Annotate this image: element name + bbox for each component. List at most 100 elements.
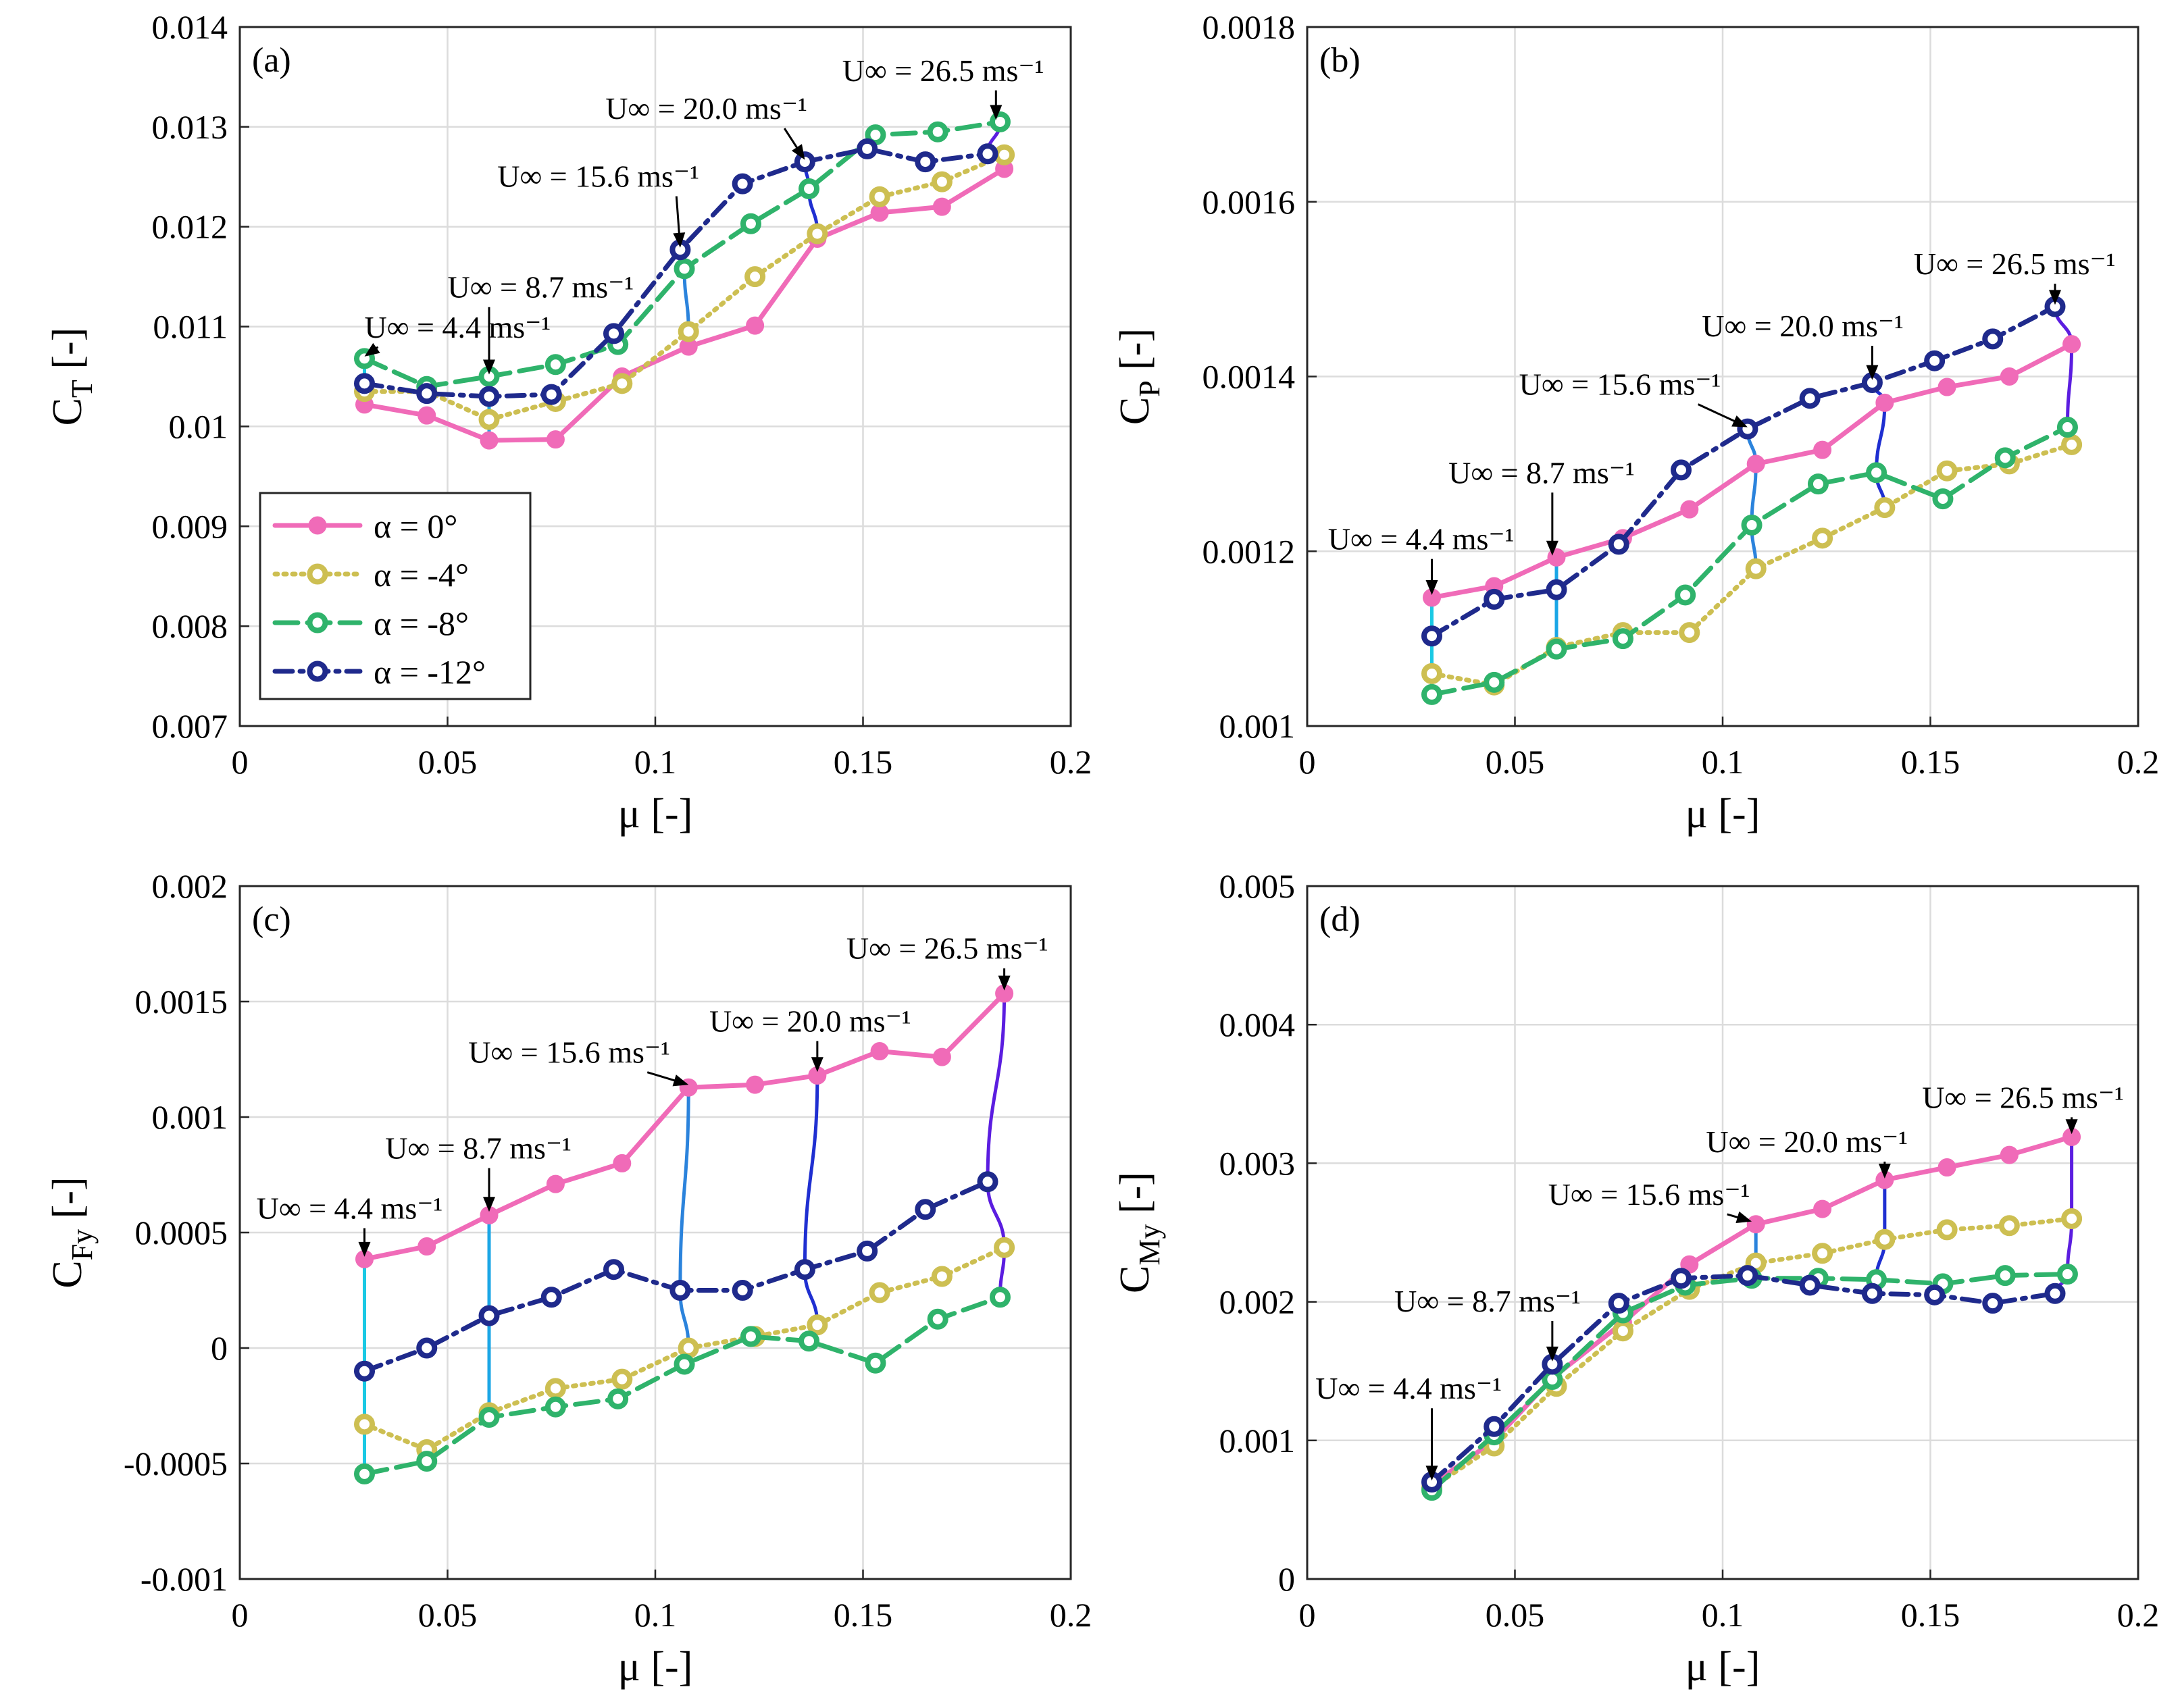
y-axis-label: CT [-] [45,328,99,426]
data-point [865,1352,886,1374]
y-tick-label: 0.001 [152,1098,228,1136]
speed-annotation: U∞ = 26.5 ms⁻¹ [1922,1080,2124,1114]
y-axis-label-sub: T [66,380,99,398]
data-point [354,1414,375,1435]
data-point [1994,447,2016,469]
y-tick-label: 0 [1278,1560,1295,1598]
speed-annotation: U∞ = 20.0 ms⁻¹ [709,1004,911,1038]
data-point [1680,500,1699,519]
x-tick-label: 0.15 [1901,743,1960,781]
data-point [740,1326,761,1347]
annotation-arrow-head [1731,415,1748,428]
annotation-arrow-head [358,1241,371,1257]
data-point [1932,488,1954,510]
x-tick-label: 0.2 [1050,743,1092,781]
data-point [678,1337,699,1359]
annotation-arrow-head [1878,1163,1891,1179]
data-point [1807,473,1829,495]
legend-label: α = -12° [374,653,486,691]
data-point [1936,1219,1958,1241]
y-tick-label: -0.0005 [124,1445,228,1482]
annotation-arrow-head [1735,1211,1752,1224]
panel-c: 0 0.05 0.1 0.15 0.2 -0.001 -0.0005 0 0.0005 0.001… [45,867,1092,1690]
data-point [2000,1145,2019,1164]
x-tick-label: 0 [232,1596,249,1634]
y-tick-label: 0.001 [1219,1422,1296,1459]
x-axis-label: μ [-] [1685,1644,1760,1690]
data-point [1484,588,1505,610]
y-tick-label: 0.005 [1219,867,1296,905]
data-point [857,138,878,159]
data-point [1679,622,1700,644]
data-point [931,171,953,192]
data-point [540,384,562,405]
y-axis-label-unit: [-] [1112,328,1158,380]
speed-annotation: U∞ = 8.7 ms⁻¹ [385,1131,572,1166]
data-point [1746,455,1765,473]
speed-annotation: U∞ = 15.6 ms⁻¹ [497,159,699,194]
annotation-arrow-head [1425,1466,1438,1481]
y-tick-label: 0.0016 [1202,183,1296,221]
panel-label: (c) [252,900,291,939]
y-axis-label: CFy [-] [45,1176,99,1288]
data-point [870,203,889,222]
data-point [1799,1274,1821,1296]
y-axis-label-sub: My [1133,1224,1166,1265]
y-tick-label: 0.014 [152,8,228,46]
data-point [478,386,500,407]
annotation-arrow-head [1546,540,1558,556]
data-point [1608,534,1629,555]
axes-frame [238,26,1072,727]
speed-annotation: U∞ = 15.6 ms⁻¹ [1548,1177,1750,1212]
y-tick-label: 0.0012 [1202,532,1296,570]
speed-annotation: U∞ = 4.4 ms⁻¹ [257,1191,443,1225]
speed-curve [1746,429,1758,569]
data-point [1546,638,1567,660]
x-tick-label: 0.2 [2117,1596,2160,1634]
y-axis-label-sub: P [1133,380,1166,396]
data-point [1421,663,1442,684]
y-tick-label: 0.002 [1219,1283,1296,1321]
data-point [1421,683,1442,705]
data-point [994,144,1015,165]
speed-annotation: U∞ = 4.4 ms⁻¹ [365,310,551,344]
y-axis-label-main: C [1112,1266,1158,1293]
y-tick-label: 0.004 [1219,1006,1296,1043]
data-point [869,186,890,207]
data-point [478,1305,500,1326]
speed-annotation: U∞ = 26.5 ms⁻¹ [846,931,1048,966]
data-point [607,1388,629,1409]
x-tick-label: 0.05 [418,1596,478,1634]
legend: α = 0° α = -4° α = -8° α = -12° [259,492,532,700]
data-point [927,1308,948,1330]
data-point [546,1174,565,1193]
legend-label: α = -8° [374,604,469,642]
speed-annotation: U∞ = 26.5 ms⁻¹ [842,53,1044,88]
data-point [1982,1293,2004,1314]
data-point [2044,1283,2066,1304]
x-tick-label: 0.05 [1486,743,1545,781]
data-point [746,316,765,335]
y-axis-label: CP [-] [1112,328,1166,425]
data-point [669,1280,691,1301]
data-point [540,1287,562,1308]
panel-a: 0 0.05 0.1 0.15 0.2 0.007 0.008 0.009 0.01 0.011 0… [45,8,1092,837]
data-point [544,1378,566,1399]
y-tick-label: -0.001 [141,1560,228,1598]
data-point [1675,584,1696,606]
annotation-arrow-head [483,1197,495,1212]
y-tick-label: 0.0005 [135,1214,228,1251]
speed-curve [1870,382,1887,508]
y-tick-label: 0.0014 [1202,358,1296,396]
x-tick-label: 0.05 [418,743,478,781]
data-point [1746,1215,1765,1234]
annotation-arrow-head [672,1075,689,1087]
annotation-arrow-head [1425,579,1438,595]
y-axis-label-main: C [45,1260,91,1288]
data-point [354,373,375,394]
data-point [1612,1320,1633,1342]
data-point [1421,625,1442,647]
data-point [416,1451,438,1472]
data-point [1937,378,1956,396]
data-point [1924,350,1946,371]
